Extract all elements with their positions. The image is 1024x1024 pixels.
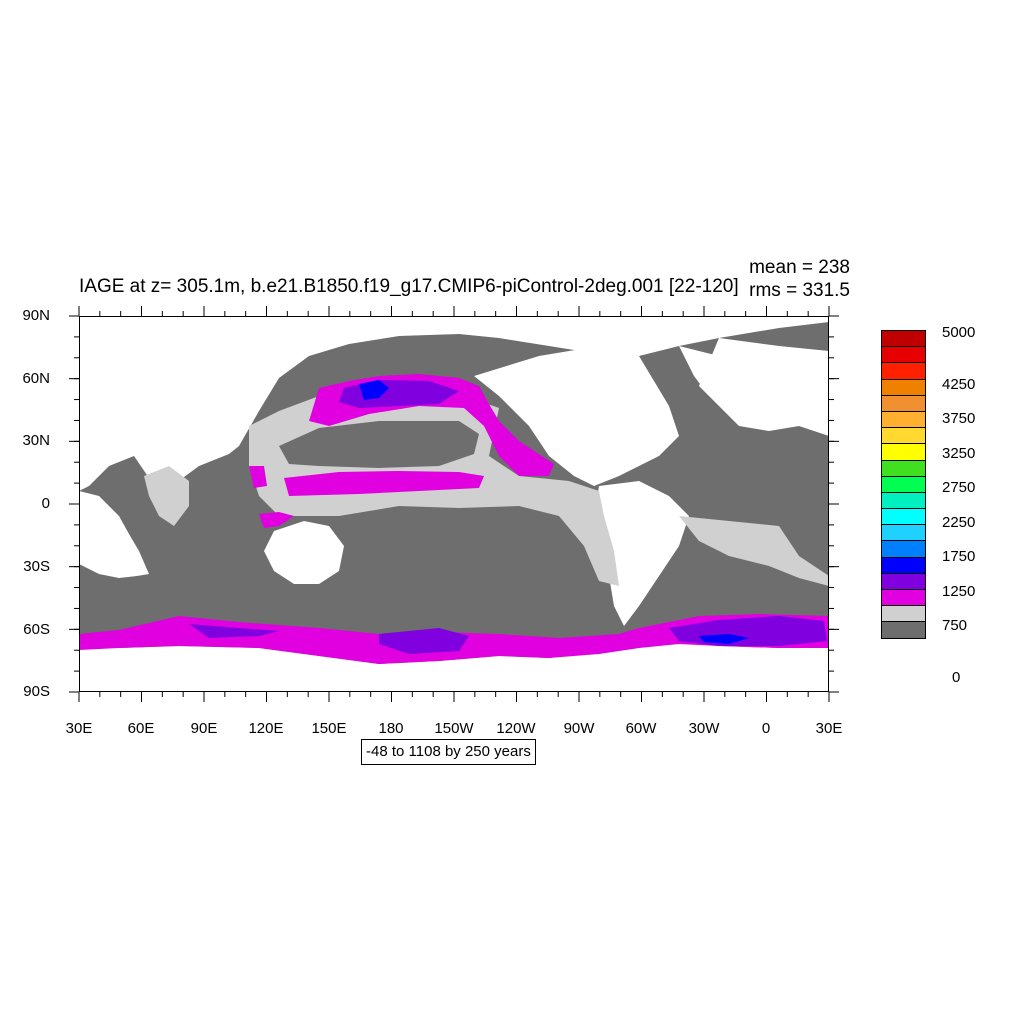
africa	[79, 491, 149, 578]
x-tick-label-150w: 150W	[434, 720, 474, 737]
x-tick-label-30w: 30W	[688, 720, 720, 737]
x-tick-label-60w: 60W	[625, 720, 657, 737]
north-america	[474, 346, 679, 486]
x-tick-label-150e: 150E	[311, 720, 347, 737]
pacific-gyre	[279, 421, 479, 468]
legend-label-4250: 4250	[942, 376, 976, 393]
eurasia-north	[79, 316, 829, 491]
legend-swatch	[881, 427, 926, 445]
y-tick-label-90s: 90S	[23, 683, 50, 700]
atlantic-mid-age	[679, 516, 829, 586]
legend-label-5000: 5000	[942, 324, 976, 341]
map-plot	[69, 306, 839, 702]
y-tick-label-30s: 30S	[23, 558, 50, 575]
southern-ocean-higher-age-2	[379, 628, 469, 654]
legend-swatch	[881, 540, 926, 558]
y-tick-label-60s: 60S	[23, 621, 50, 638]
rms-value: rms = 331.5	[749, 280, 850, 301]
color-legend	[881, 330, 926, 639]
plot-title: IAGE at z= 305.1m, b.e21.B1850.f19_g17.C…	[79, 276, 739, 297]
antarctica	[79, 636, 829, 692]
indonesia-high-age	[249, 466, 267, 488]
x-tick-label-120w: 120W	[496, 720, 536, 737]
legend-label-2250: 2250	[942, 514, 976, 531]
south-america	[594, 481, 689, 626]
legend-label-2750: 2750	[942, 479, 976, 496]
legend-label-750: 750	[942, 617, 968, 634]
legend-label-1250: 1250	[942, 583, 976, 600]
legend-swatch	[881, 556, 926, 574]
legend-swatch	[881, 491, 926, 510]
north-pacific-highest-age	[359, 380, 389, 400]
australia	[264, 521, 344, 584]
legend-label-0: 0	[952, 669, 961, 686]
legend-swatch	[881, 524, 926, 542]
plot-frame	[79, 316, 829, 692]
y-tick-label-90n: 90N	[22, 307, 50, 324]
y-tick-label-0: 0	[41, 495, 50, 512]
legend-swatch	[881, 330, 926, 348]
legend-swatch	[881, 459, 926, 477]
x-tick-label-30e-right: 30E	[815, 720, 843, 737]
indonesia-high-age-2	[259, 512, 294, 528]
map-svg	[69, 306, 839, 702]
y-tick-label-30n: 30N	[22, 432, 50, 449]
legend-swatch	[881, 410, 926, 429]
x-tick-label-120e: 120E	[248, 720, 284, 737]
legend-swatch	[881, 346, 926, 364]
legend-swatch	[881, 589, 926, 607]
legend-swatch	[881, 605, 926, 623]
x-tick-label-60e: 60E	[127, 720, 155, 737]
legend-swatch	[881, 394, 926, 412]
legend-swatch	[881, 475, 926, 493]
legend-label-3750: 3750	[942, 410, 976, 427]
x-tick-label-0: 0	[761, 720, 771, 737]
southern-ocean-highest-age	[699, 634, 749, 644]
legend-swatch	[881, 621, 926, 639]
x-tick-label-90e: 90E	[190, 720, 218, 737]
legend-swatch	[881, 508, 926, 526]
greenland	[679, 346, 739, 396]
equatorial-pacific-band	[284, 471, 484, 496]
legend-swatch	[881, 572, 926, 590]
legend-label-3250: 3250	[942, 445, 976, 462]
x-tick-label-180: 180	[378, 720, 404, 737]
x-tick-label-30e: 30E	[65, 720, 93, 737]
legend-swatch	[881, 362, 926, 380]
legend-swatch	[881, 378, 926, 396]
southern-ocean-higher-age-1	[189, 624, 279, 638]
europe	[699, 338, 829, 436]
legend-swatch	[881, 443, 926, 461]
x-tick-label-90w: 90W	[563, 720, 595, 737]
mean-value: mean = 238	[749, 257, 850, 278]
legend-label-1750: 1750	[942, 548, 976, 565]
indian-mid-age	[144, 466, 189, 526]
contour-info-box: -48 to 1108 by 250 years	[361, 739, 536, 765]
y-tick-label-60n: 60N	[22, 370, 50, 387]
